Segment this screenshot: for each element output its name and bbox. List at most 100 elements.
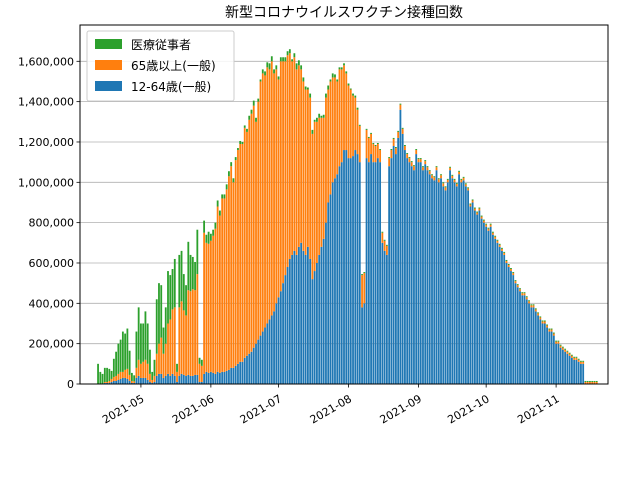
bar-medical <box>444 186 447 188</box>
bar-general <box>552 335 555 384</box>
bar-elderly <box>286 55 289 268</box>
bar-medical <box>464 183 467 185</box>
bar-medical <box>248 115 251 120</box>
bar-general <box>311 279 314 384</box>
legend-label-elderly: 65歳以上(一般) <box>131 58 216 73</box>
bar-elderly <box>361 275 363 308</box>
bar-elderly <box>514 281 517 284</box>
bar-elderly <box>162 353 165 378</box>
bar-general <box>320 246 323 384</box>
bar-elderly <box>252 105 255 348</box>
legend: 医療従事者 65歳以上(一般) 12-64歳(一般) <box>86 30 235 102</box>
y-tick-label: 200,000 <box>29 338 75 351</box>
bar-medical <box>264 71 266 76</box>
bar-general <box>160 373 163 384</box>
bar-medical <box>451 174 454 176</box>
bar-elderly <box>388 158 391 167</box>
bar-medical <box>584 380 587 382</box>
bar-general <box>458 174 460 384</box>
bar-medical <box>496 239 499 241</box>
bar-general <box>167 373 169 384</box>
bar-medical <box>266 62 269 68</box>
bar-elderly <box>340 69 343 163</box>
bar-general <box>149 381 151 384</box>
bar-general <box>270 315 273 384</box>
bar-general <box>580 363 582 384</box>
bar-elderly <box>106 381 108 383</box>
bar-elderly <box>214 228 217 374</box>
bar-medical <box>212 229 215 236</box>
bar-medical <box>354 95 357 98</box>
bar-general <box>501 250 503 384</box>
bar-medical <box>426 166 429 168</box>
bar-elderly <box>246 131 248 356</box>
bar-elderly <box>302 81 305 251</box>
bar-medical <box>128 350 131 375</box>
bar-general <box>304 254 307 384</box>
bar-general <box>313 271 316 384</box>
bar-elderly <box>451 175 454 179</box>
bar-elderly <box>293 57 296 251</box>
bar-general <box>435 170 438 384</box>
bar-elderly <box>516 285 519 288</box>
bar-general <box>194 374 196 384</box>
bar-medical <box>492 231 494 233</box>
bar-medical <box>275 65 278 70</box>
bar-elderly <box>496 240 499 243</box>
bar-elderly <box>591 381 594 384</box>
bar-general <box>437 182 440 384</box>
bar-medical <box>415 149 418 151</box>
bar-general <box>155 375 158 384</box>
bar-elderly <box>507 265 510 268</box>
bar-general <box>327 202 330 384</box>
bar-elderly <box>171 309 174 374</box>
bar-general <box>514 283 517 384</box>
bar-general <box>173 375 176 384</box>
bar-general <box>325 222 327 384</box>
bar-elderly <box>209 240 212 372</box>
bar-medical <box>185 285 187 316</box>
bar-medical <box>593 380 596 382</box>
bar-general <box>512 275 515 384</box>
bar-general <box>178 375 181 384</box>
bar-elderly <box>464 184 467 187</box>
bar-elderly <box>478 208 481 211</box>
bar-elderly <box>397 131 400 138</box>
bar-medical <box>521 292 524 294</box>
bar-elderly <box>187 290 190 375</box>
bar-general <box>379 162 382 384</box>
bar-general <box>207 372 210 384</box>
bar-medical <box>146 323 149 364</box>
bar-medical <box>356 107 359 110</box>
bar-elderly <box>182 310 185 375</box>
bar-general <box>142 377 145 384</box>
bar-elderly <box>354 97 357 151</box>
bar-general <box>550 331 553 384</box>
bar-medical <box>537 312 539 314</box>
bar-elderly <box>568 353 571 356</box>
bar-general <box>230 367 233 384</box>
bar-medical <box>453 178 456 180</box>
bar-elderly <box>212 235 215 373</box>
bar-general <box>356 154 359 384</box>
bar-elderly <box>309 97 312 259</box>
bar-general <box>334 178 336 384</box>
bar-elderly <box>257 101 260 340</box>
bar-elderly <box>115 375 118 381</box>
bar-general <box>338 166 341 384</box>
bar-medical <box>261 69 264 74</box>
bar-elderly <box>347 85 350 159</box>
bar-medical <box>140 323 142 364</box>
bar-medical <box>568 352 571 354</box>
bar-elderly <box>304 89 307 255</box>
bar-medical <box>106 367 108 382</box>
bar-medical <box>476 211 479 213</box>
bar-elderly <box>460 179 463 183</box>
bar-medical <box>586 380 589 382</box>
bar-elderly <box>178 307 181 376</box>
bar-general <box>318 254 321 384</box>
bar-medical <box>561 346 564 348</box>
bar-elderly <box>117 373 120 380</box>
bar-medical <box>133 375 136 382</box>
